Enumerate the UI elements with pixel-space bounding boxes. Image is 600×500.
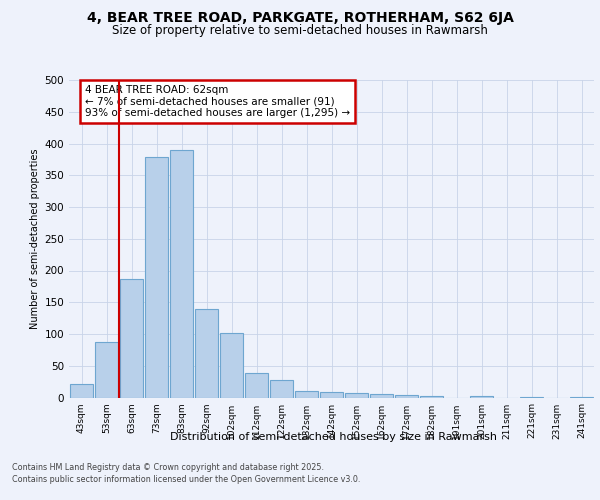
Bar: [395, 395, 418, 398]
Bar: [345, 393, 368, 398]
Bar: [320, 392, 343, 398]
Bar: [170, 150, 193, 398]
Text: 4 BEAR TREE ROAD: 62sqm
← 7% of semi-detached houses are smaller (91)
93% of sem: 4 BEAR TREE ROAD: 62sqm ← 7% of semi-det…: [85, 85, 350, 118]
Bar: [120, 279, 143, 398]
Text: Size of property relative to semi-detached houses in Rawmarsh: Size of property relative to semi-detach…: [112, 24, 488, 37]
Y-axis label: Number of semi-detached properties: Number of semi-detached properties: [30, 148, 40, 329]
Bar: [270, 380, 293, 398]
Bar: [370, 394, 393, 398]
Bar: [420, 396, 443, 398]
Text: 4, BEAR TREE ROAD, PARKGATE, ROTHERHAM, S62 6JA: 4, BEAR TREE ROAD, PARKGATE, ROTHERHAM, …: [86, 11, 514, 25]
Bar: [245, 374, 268, 398]
Bar: [220, 334, 243, 398]
Bar: [570, 397, 593, 398]
Bar: [470, 396, 493, 398]
Bar: [95, 342, 118, 398]
Text: Contains public sector information licensed under the Open Government Licence v3: Contains public sector information licen…: [12, 475, 361, 484]
Text: Distribution of semi-detached houses by size in Rawmarsh: Distribution of semi-detached houses by …: [170, 432, 497, 442]
Bar: [145, 158, 168, 398]
Bar: [295, 390, 318, 398]
Text: Contains HM Land Registry data © Crown copyright and database right 2025.: Contains HM Land Registry data © Crown c…: [12, 462, 324, 471]
Bar: [70, 384, 93, 398]
Bar: [520, 397, 543, 398]
Bar: [195, 308, 218, 398]
